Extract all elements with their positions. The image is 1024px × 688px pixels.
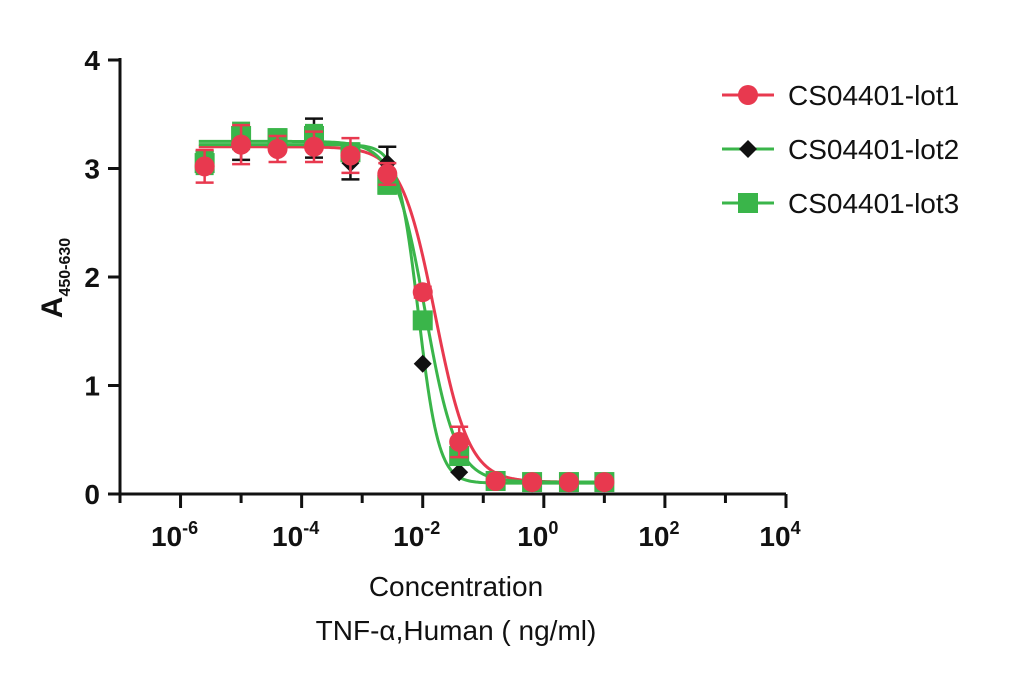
- x-tick-label: 10-6: [151, 518, 198, 552]
- y-tick-label: 3: [84, 154, 100, 185]
- plot-area: [194, 117, 615, 493]
- data-point: [450, 463, 469, 482]
- x-tick-base: 10: [638, 521, 669, 552]
- legend-marker: [738, 85, 758, 105]
- y-tick-label: 2: [84, 262, 100, 293]
- series-CS04401-lot2: [195, 117, 614, 492]
- series-CS04401-lot1: [194, 123, 615, 493]
- data-point: [267, 138, 288, 159]
- data-point: [449, 431, 470, 452]
- x-tick-exponent: -6: [182, 518, 198, 538]
- x-tick-exponent: 2: [669, 518, 679, 538]
- x-axis-label-line2: TNF-α,Human ( ng/ml): [316, 615, 597, 646]
- data-point: [194, 156, 215, 177]
- series-CS04401-lot3: [194, 121, 615, 493]
- y-ticks: 0 1 2 3 4: [84, 45, 120, 510]
- data-point: [412, 310, 433, 331]
- data-point: [231, 134, 252, 155]
- legend-label: CS04401-lot3: [788, 188, 959, 219]
- data-point: [412, 282, 433, 303]
- y-axis-label: A450-630: [36, 238, 74, 318]
- x-tick-base: 10: [272, 521, 303, 552]
- data-point: [522, 472, 543, 493]
- legend-marker: [739, 140, 757, 158]
- y-tick-label: 0: [84, 479, 100, 510]
- data-point: [558, 472, 579, 493]
- y-tick-label: 1: [84, 371, 100, 402]
- data-point: [303, 136, 324, 157]
- legend-marker: [738, 193, 758, 213]
- legend-label: CS04401-lot1: [788, 80, 959, 111]
- legend-label: CS04401-lot2: [788, 134, 959, 165]
- data-point: [485, 470, 506, 491]
- legend: CS04401-lot1 CS04401-lot2 CS04401-lot3: [722, 80, 959, 219]
- y-axis-label-main: A: [36, 297, 69, 319]
- x-tick-label: 10-4: [272, 518, 319, 552]
- x-tick-exponent: -4: [303, 518, 319, 538]
- x-tick-base: 10: [151, 521, 182, 552]
- x-ticks: 10-6 10-4 10-2 100 102 104: [118, 494, 801, 552]
- x-axis-label-line1: Concentration: [369, 571, 543, 602]
- x-tick-label: 100: [517, 518, 558, 552]
- x-tick-exponent: 4: [791, 518, 801, 538]
- x-tick-label: 102: [638, 518, 679, 552]
- data-point: [594, 472, 615, 493]
- data-point: [340, 145, 361, 166]
- x-tick-exponent: 0: [548, 518, 558, 538]
- x-tick-base: 10: [759, 521, 790, 552]
- data-point: [413, 354, 432, 373]
- data-point: [377, 163, 398, 184]
- y-axis-label-sub: 450-630: [57, 238, 74, 297]
- x-tick-exponent: -2: [424, 518, 440, 538]
- y-tick-label: 4: [84, 45, 100, 76]
- x-tick-base: 10: [393, 521, 424, 552]
- fit-curve: [198, 145, 610, 484]
- x-tick-base: 10: [517, 521, 548, 552]
- x-tick-label: 10-2: [393, 518, 440, 552]
- x-tick-label: 104: [759, 518, 800, 552]
